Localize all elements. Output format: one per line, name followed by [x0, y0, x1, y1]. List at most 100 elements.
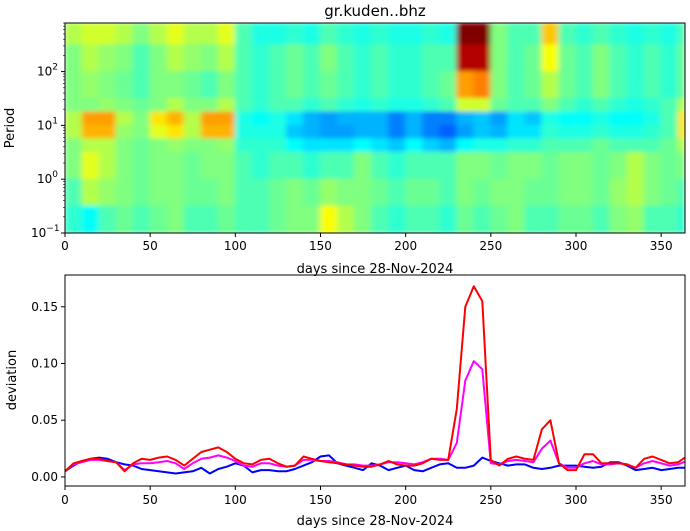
heatmap-cell — [251, 97, 270, 113]
heatmap-cell — [490, 97, 509, 113]
heatmap-cell — [234, 111, 253, 126]
heatmap-cell — [302, 205, 321, 233]
heatmap-cell — [575, 23, 594, 46]
heatmap-cell — [541, 111, 560, 126]
heatmap-cell — [217, 151, 236, 180]
heatmap-cell — [115, 124, 134, 140]
heatmap-cell — [490, 44, 509, 73]
heatmap-cell — [371, 23, 390, 46]
line-axes-frame — [64, 274, 686, 487]
heatmap-cell — [660, 97, 679, 113]
heatmap-cell — [592, 23, 611, 46]
heatmap-cell — [524, 97, 543, 113]
heatmap-cell — [251, 205, 270, 233]
heatmap-cell — [439, 111, 458, 126]
heatmap-cell — [268, 178, 287, 207]
heatmap-cell — [81, 205, 100, 233]
heatmap-cell — [558, 71, 577, 99]
heatmap-cell — [319, 111, 339, 126]
heatmap-cell — [200, 23, 219, 46]
heatmap-cell — [149, 151, 168, 180]
heatmap-cell — [285, 23, 304, 46]
heatmap-cell — [626, 44, 645, 73]
heatmap-cell — [405, 205, 424, 233]
heatmap-cell — [388, 97, 407, 113]
heatmap-cell — [217, 138, 236, 153]
x-tick-label: 0 — [61, 493, 69, 507]
heatmap-cell — [456, 23, 475, 46]
y-tick-exponent: 2 — [52, 63, 58, 73]
y-tick-label: 0.05 — [31, 413, 58, 427]
heatmap-cell — [354, 71, 373, 99]
series-line-2 — [65, 285, 685, 473]
heatmap-cell — [217, 111, 236, 126]
heatmap-cell — [200, 124, 219, 140]
heatmap-cell — [507, 151, 526, 180]
y-tick-base: 10 — [31, 226, 46, 240]
heatmap-cell — [302, 71, 321, 99]
heatmap-cell — [677, 138, 685, 153]
heatmap-cell — [115, 44, 134, 73]
heatmap-cell — [371, 124, 390, 140]
heatmap-cell — [473, 178, 492, 207]
heatmap-cell — [422, 138, 441, 153]
heatmap-cell — [558, 124, 577, 140]
heatmap-cell — [285, 71, 304, 99]
heatmap-cell — [609, 124, 628, 140]
heatmap-cell — [98, 138, 117, 153]
x-tick-label: 250 — [479, 239, 502, 253]
y-tick-label: 0.10 — [31, 356, 58, 370]
heatmap-cell — [285, 124, 304, 140]
x-tick-label: 0 — [61, 239, 69, 253]
heatmap-cell — [405, 71, 424, 99]
heatmap-cell — [473, 23, 492, 46]
heatmap-cell — [439, 205, 458, 233]
heatmap-cell — [65, 205, 83, 233]
heatmap-cell — [643, 44, 662, 73]
heatmap-cell — [302, 151, 321, 180]
heatmap-cell — [354, 124, 373, 140]
heatmap-cell — [575, 97, 594, 113]
heatmap-cell — [354, 178, 373, 207]
heatmap-cell — [592, 97, 611, 113]
heatmap-cell — [439, 138, 458, 153]
heatmap-cell — [149, 124, 168, 140]
heatmap-cell — [302, 23, 321, 46]
heatmap-cell — [200, 151, 219, 180]
heatmap-cells — [65, 23, 685, 233]
heatmap-cell — [490, 138, 509, 153]
heatmap-cell — [473, 205, 492, 233]
heatmap-cell — [132, 111, 151, 126]
heatmap-cell — [200, 44, 219, 73]
heatmap-cell — [98, 205, 117, 233]
heatmap-cell — [81, 97, 100, 113]
heatmap-cell — [319, 124, 339, 140]
heatmap-cell — [371, 71, 390, 99]
heatmap-cell — [660, 178, 679, 207]
heatmap-cell — [200, 97, 219, 113]
heatmap-cell — [132, 138, 151, 153]
heatmap-cell — [592, 124, 611, 140]
heatmap-cell — [677, 97, 685, 113]
heatmap-cell — [337, 205, 356, 233]
heatmap-cell — [643, 138, 662, 153]
heatmap-cell — [592, 111, 611, 126]
heatmap-cell — [405, 23, 424, 46]
heatmap-cell — [132, 205, 151, 233]
heatmap-cell — [609, 97, 628, 113]
heatmap-cell — [115, 138, 134, 153]
x-tick-label: 150 — [309, 493, 332, 507]
heatmap-cell — [132, 124, 151, 140]
heatmap-cell — [371, 111, 390, 126]
heatmap-cell — [575, 138, 594, 153]
heatmap-cell — [217, 205, 236, 233]
line-y-axis-label: deviation — [5, 350, 20, 410]
heatmap-cell — [677, 178, 685, 207]
heatmap-cell — [319, 178, 339, 207]
heatmap-cell — [558, 44, 577, 73]
heatmap-cell — [541, 178, 560, 207]
heatmap-cell — [660, 205, 679, 233]
heatmap-cell — [558, 97, 577, 113]
heatmap-cell — [268, 71, 287, 99]
heatmap-cell — [524, 23, 543, 46]
